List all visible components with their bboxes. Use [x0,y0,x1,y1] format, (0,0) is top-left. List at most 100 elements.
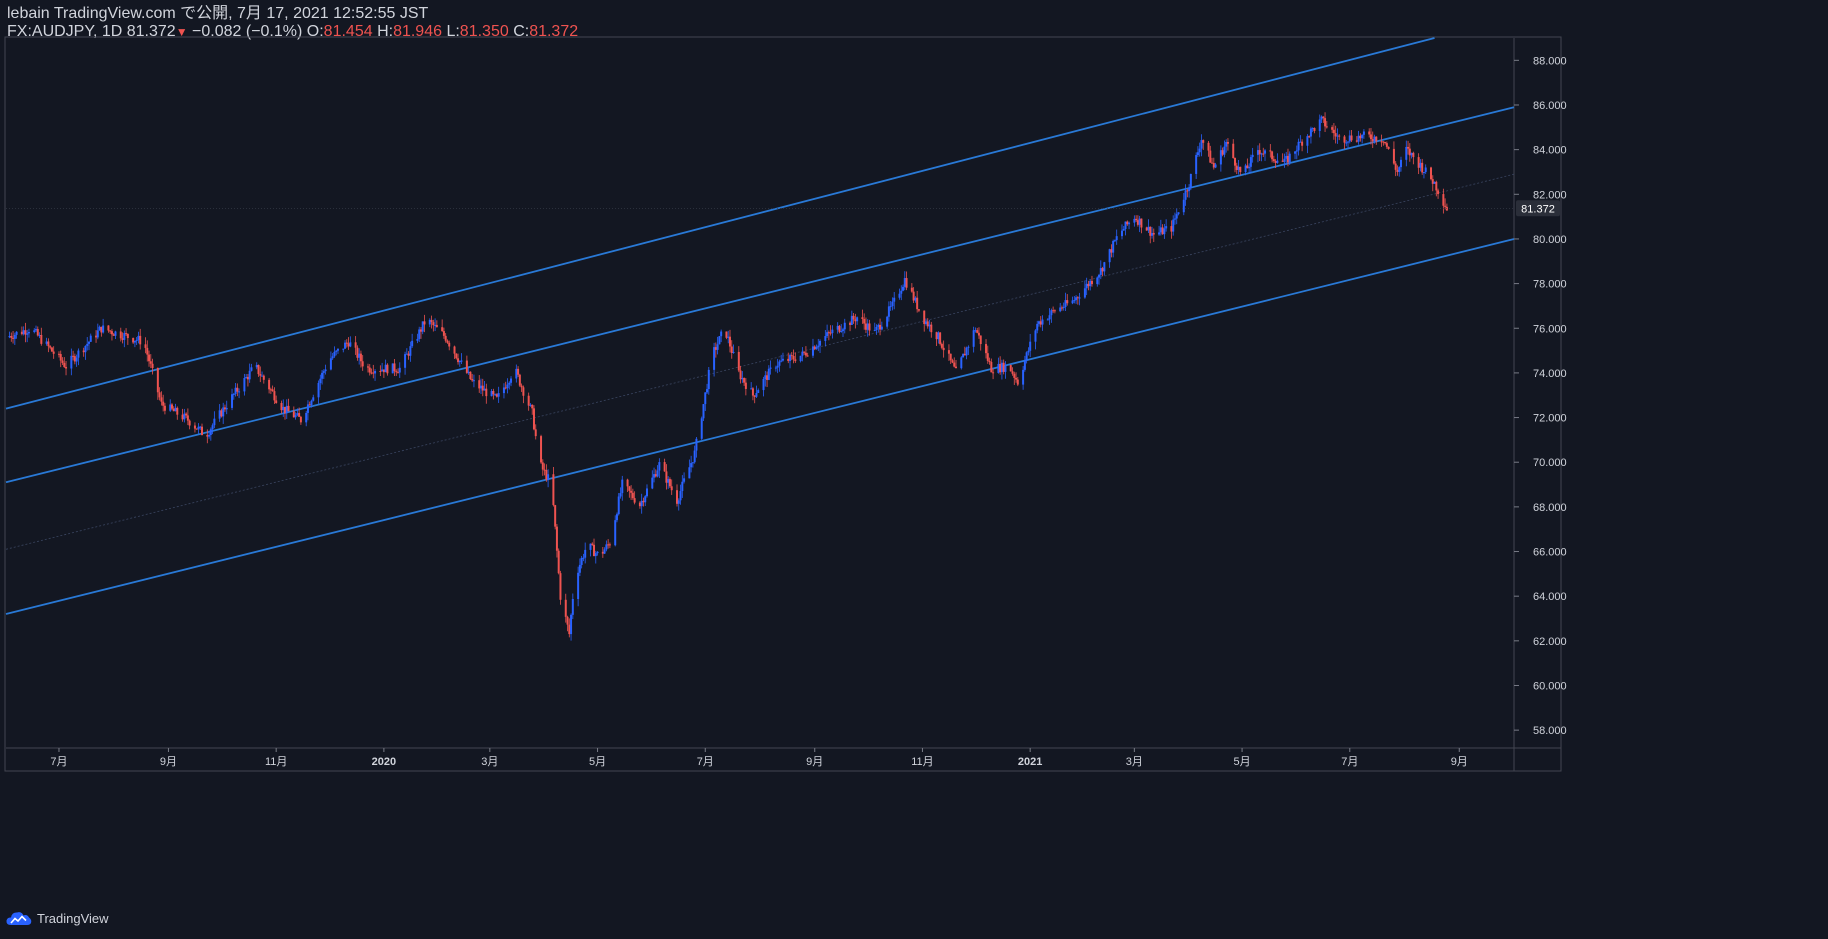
candle-body [282,406,285,411]
candle-body [1246,165,1249,169]
candle-body [404,354,407,368]
candle-body [755,393,758,397]
candle-body [628,486,631,491]
candle-body [1249,157,1252,167]
candle-body [1152,233,1155,235]
candle-body [1408,148,1411,156]
candle-body [1373,136,1376,142]
candle-body [527,395,530,406]
candle-body [695,438,698,451]
candle-body [728,336,731,347]
candle-body [1145,227,1148,231]
candle-body [1198,148,1201,153]
candle-body [1362,131,1365,135]
candle-body [460,360,463,362]
candle-body [1262,153,1265,155]
candle-body [382,369,385,373]
candle-body [1083,288,1086,298]
y-tick-label: 84.000 [1533,145,1567,157]
tradingview-branding[interactable]: TradingView [6,910,109,926]
candle-body [977,332,980,336]
candle-body [1274,161,1277,163]
x-tick-label: 3月 [481,756,498,768]
candle-body [594,553,597,557]
candle-body [863,319,866,324]
candle-body [1407,146,1410,149]
candle-body [465,360,468,373]
time-axis[interactable]: 7月 9月 11月 2020 3月 5月 7月 9月 11月 2021 3月 5月 7月 9月 [50,748,1468,768]
candle-body [13,334,16,339]
candle-body [1219,150,1222,165]
candle-body [1283,158,1286,162]
candle-body [799,355,802,362]
symbol-label[interactable]: FX:AUDJPY, 1D [7,23,123,40]
candle-body [1184,190,1187,200]
candle-body [1235,165,1238,170]
candle-body [1200,140,1203,149]
candle-body [967,346,970,348]
candle-body [570,614,573,635]
x-tick-label: 9月 [160,756,177,768]
candle-body [935,332,938,340]
candle-body [893,297,896,302]
candle-body [125,333,128,335]
candle-body [257,364,260,375]
candle-body [283,406,286,414]
parallel-channel[interactable] [5,37,1515,615]
candle-body [1036,323,1039,331]
candle-body [1248,166,1251,169]
candle-body [317,382,320,398]
candle-body [1256,150,1259,155]
candle-body [681,481,684,492]
candle-body [485,388,488,397]
candle-body [992,372,995,374]
candle-body [336,348,339,351]
candle-body [1387,146,1390,149]
candle-body [776,365,779,368]
candle-body [121,338,124,340]
candle-body [245,377,248,379]
y-tick-label: 68.000 [1533,502,1567,514]
candle-body [1410,152,1413,156]
candle-body [947,350,950,354]
price-axis[interactable]: 88.000 86.000 84.000 82.000 80.000 78.000 76.0… [1514,55,1567,737]
candle-body [1343,136,1346,143]
candle-body [827,332,830,334]
candle-body [162,401,165,406]
candle-body [577,572,580,600]
candle-body [1025,352,1028,361]
last-price: 81.372 [126,23,176,40]
candle-body [716,344,719,350]
candle-body [1060,307,1063,309]
candle-body [322,371,325,373]
candle-body [374,370,377,374]
candle-body [1444,205,1447,207]
candle-body [654,474,657,477]
candle-body [195,428,198,430]
candle-body [146,347,149,355]
candle-body [1182,199,1185,213]
candle-body [976,330,979,333]
candle-body [794,359,797,362]
candle-body [757,390,760,394]
candle-body [185,413,188,416]
candle-body [1272,159,1275,162]
candle-body [532,408,535,430]
candle-body [743,378,746,383]
candle-body [469,371,472,380]
candle-body [653,474,656,478]
candle-body [59,354,62,361]
candle-body [578,564,581,573]
candle-body [1029,341,1032,351]
candle-body [114,331,117,336]
candle-body [15,331,18,335]
published-line: lebain TradingView.com で公開, 7月 17, 2021 … [7,5,429,22]
candle-body [370,372,373,374]
candle-body [693,450,696,463]
candle-body [879,324,882,330]
candle-body [305,412,308,423]
candle-body [1350,135,1353,141]
x-tick-label: 9月 [1451,756,1468,768]
candle-body [354,342,357,348]
